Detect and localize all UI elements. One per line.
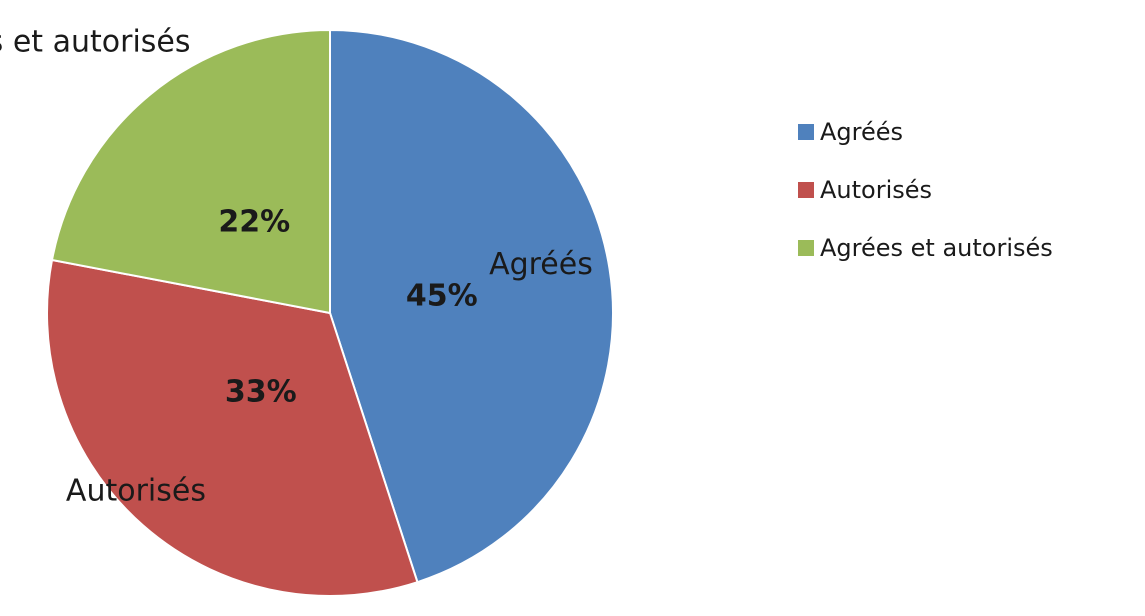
legend: Agréés Autorisés Agrées et autorisés — [798, 114, 1053, 288]
legend-swatch-agrees-et-autorises — [798, 240, 814, 256]
value-label-agrees: 45% — [406, 278, 478, 313]
value-label-autorises: 33% — [225, 375, 297, 410]
legend-item-agrees: Agréés — [798, 114, 1053, 150]
value-label-agrees-et-autorises: 22% — [218, 204, 290, 239]
slice-label-agrees: Agréés — [489, 247, 593, 282]
legend-label-agrees: Agréés — [820, 118, 904, 146]
pie-slices — [46, 28, 614, 597]
slice-label-agrees-et-autorises: Agréés et autorisés — [0, 24, 191, 59]
legend-label-autorises: Autorisés — [820, 176, 933, 204]
legend-label-agrees-et-autorises: Agrées et autorisés — [820, 234, 1053, 262]
pie-labels: 45% Agréés 33% Autorisés 22% Agréés et autori… — [0, 24, 593, 508]
legend-swatch-agrees — [798, 124, 814, 140]
pie-slice-agrees — [329, 28, 614, 584]
slice-label-autorises: Autorisés — [66, 473, 206, 508]
legend-item-autorises: Autorisés — [798, 172, 1053, 208]
pie-slice-autorises — [46, 258, 419, 597]
legend-item-agrees-et-autorises: Agrées et autorisés — [798, 230, 1053, 266]
legend-swatch-autorises — [798, 182, 814, 198]
pie-slice-agrees-et-autorises — [50, 28, 331, 315]
